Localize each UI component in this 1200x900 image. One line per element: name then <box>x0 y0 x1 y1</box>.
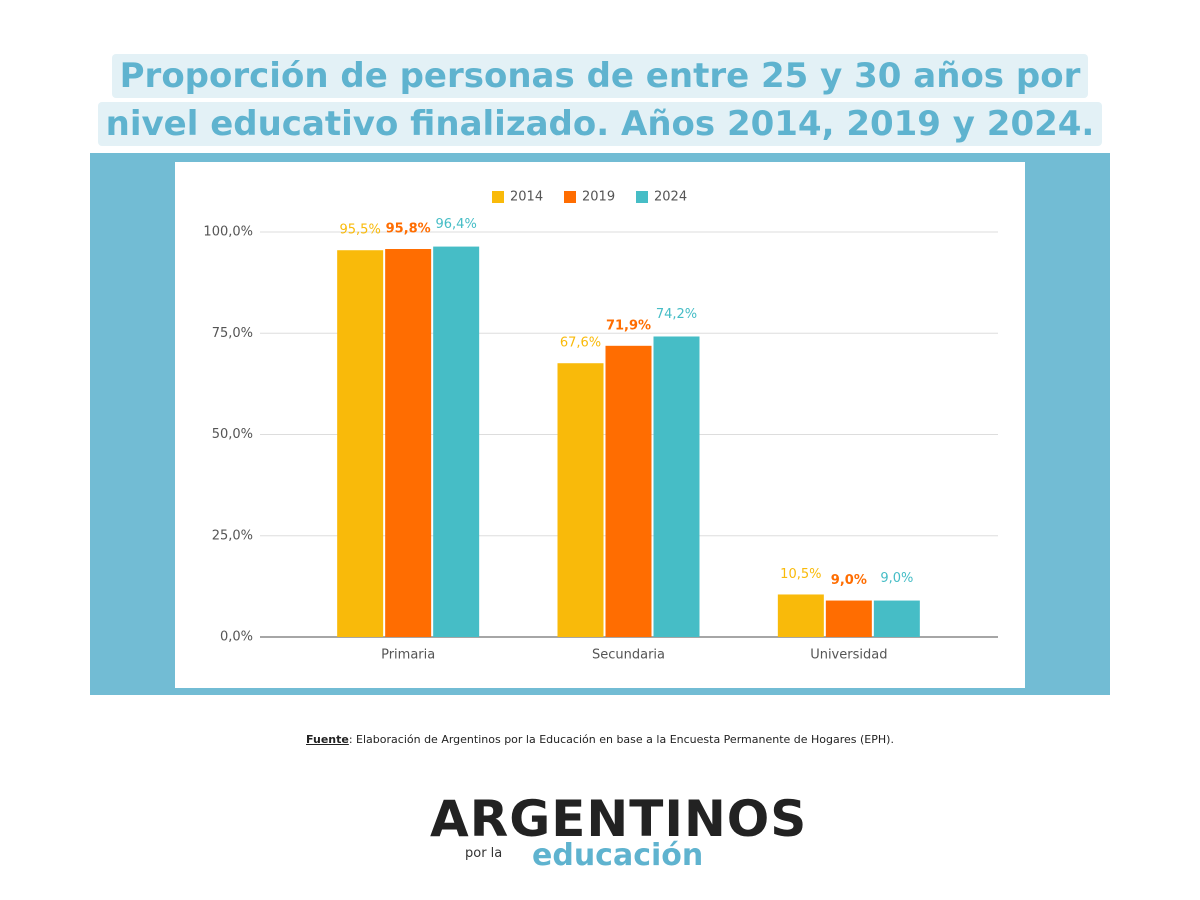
logo: ARGENTINOS por la educación <box>420 790 806 880</box>
legend-swatch <box>564 191 576 203</box>
value-label: 74,2% <box>656 307 697 322</box>
legend-swatch <box>492 191 504 203</box>
logo-small: por la <box>465 846 503 861</box>
legend-label: 2024 <box>654 190 687 205</box>
x-tick-label: Universidad <box>810 648 887 663</box>
logo-sub: educación <box>532 838 704 873</box>
value-label: 9,0% <box>831 573 867 588</box>
chart-title: Proporción de personas de entre 25 y 30 … <box>97 54 1103 146</box>
title-box: Proporción de personas de entre 25 y 30 … <box>80 52 1120 148</box>
value-label: 10,5% <box>780 567 821 582</box>
bar <box>605 345 652 637</box>
logo-main: ARGENTINOS <box>430 790 808 848</box>
y-tick-label: 50,0% <box>212 427 253 442</box>
value-label: 9,0% <box>880 571 913 586</box>
bar <box>873 600 920 637</box>
bar <box>777 594 824 637</box>
bar <box>433 246 480 637</box>
y-tick-label: 0,0% <box>220 630 253 645</box>
x-tick-label: Primaria <box>381 648 435 663</box>
value-label: 95,8% <box>386 222 431 237</box>
y-tick-label: 25,0% <box>212 528 253 543</box>
chart: 0,0% 25,0% 50,0% 75,0% 100,0% 2014 2019 2024 Pri… <box>175 162 1025 688</box>
bar <box>557 363 604 637</box>
source-text: : Elaboración de Argentinos por la Educa… <box>348 733 894 746</box>
source-label: Fuente <box>306 733 349 746</box>
legend-label: 2019 <box>582 190 615 205</box>
value-label: 96,4% <box>436 217 477 232</box>
bar <box>337 250 384 637</box>
legend-label: 2014 <box>510 190 543 205</box>
value-label: 95,5% <box>340 223 381 238</box>
bar <box>653 336 700 637</box>
bar <box>385 249 432 637</box>
source: Fuente: Elaboración de Argentinos por la… <box>0 733 1200 746</box>
value-label: 71,9% <box>606 318 651 333</box>
value-label: 67,6% <box>560 336 601 351</box>
y-tick-label: 100,0% <box>203 225 253 240</box>
y-tick-label: 75,0% <box>212 326 253 341</box>
x-tick-label: Secundaria <box>592 648 665 663</box>
bar <box>825 600 872 637</box>
legend-swatch <box>636 191 648 203</box>
